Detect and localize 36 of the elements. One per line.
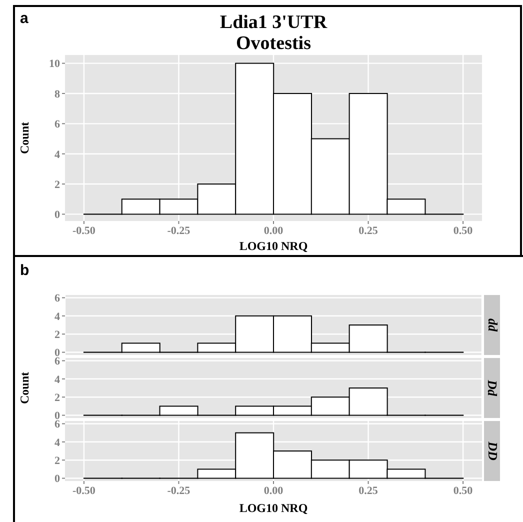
y-tick-label: 0 [54,473,60,486]
y-axis-title: Count [17,122,32,154]
y-tick-label: 6 [54,292,60,305]
text: b [20,262,30,279]
text: a [20,10,28,27]
y-tick-label: 0 [54,209,60,222]
y-axis-title: Count [17,372,32,404]
y-tick-label: 2 [54,178,60,191]
y-tick-label: 2 [54,454,60,467]
x-tick-label: 0.00 [264,224,284,237]
chart-title: Ldia1 3'UTR Ovotestis [218,12,328,54]
x-tick-label: 0.25 [358,484,378,497]
text: DD [484,442,500,460]
y-tick-label: 10 [49,58,60,70]
y-tick-label: 4 [54,148,60,161]
y-tick-label: 4 [54,436,60,449]
x-tick-label: -0.50 [72,484,96,497]
y-tick-label: 2 [54,392,60,404]
y-tick-label: 4 [54,310,60,323]
text: dd [484,318,500,332]
y-tick-label: 8 [54,88,60,100]
x-axis-title: LOG10 NRQ [239,239,308,253]
y-tick-label: 6 [54,418,60,431]
x-tick-label: -0.50 [72,224,96,237]
x-tick-label: 0.50 [453,484,474,497]
text: Dd [484,380,500,396]
x-tick-label: 0.25 [358,224,378,237]
y-tick-label: 4 [54,374,60,386]
x-tick-label: 0.00 [264,484,284,497]
x-tick-label: -0.25 [167,484,191,497]
y-tick-label: 6 [54,118,60,131]
x-tick-label: 0.50 [453,224,474,237]
x-axis-title: LOG10 NRQ [239,501,308,515]
y-tick-label: 6 [54,356,60,368]
y-tick-label: 2 [54,328,60,341]
x-tick-label: -0.25 [167,224,191,237]
